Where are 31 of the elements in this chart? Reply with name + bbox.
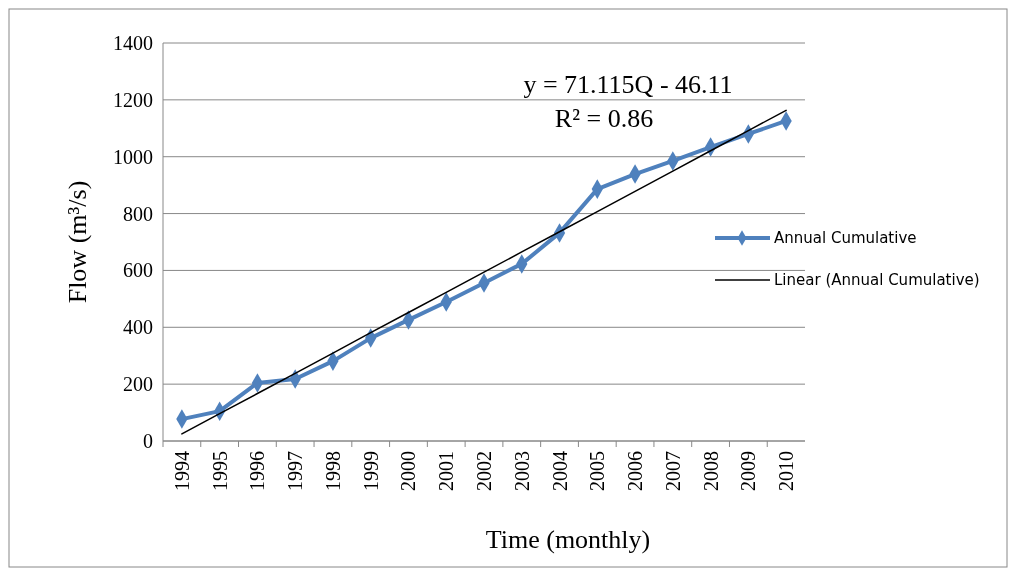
x-tick-label: 1997 [284,451,307,491]
x-tick-label: 2005 [586,451,609,491]
x-tick-label: 2009 [737,451,760,491]
y-tick-label: 400 [123,316,153,339]
y-axis-title: Flow (m³/s) [63,180,92,304]
x-axis-title: Time (monthly) [485,525,651,554]
legend-label: Linear (Annual Cumulative) [774,271,980,290]
x-tick-label: 2006 [624,451,647,491]
x-tick-label: 2002 [473,451,495,491]
x-tick-label: 1996 [246,451,269,491]
y-tick-label: 1400 [113,32,153,54]
x-tick-label: 2004 [548,451,571,491]
x-tick-label: 2007 [661,451,684,491]
x-tick-label: 2000 [397,451,420,491]
y-tick-label: 1000 [113,145,153,168]
legend-label: Annual Cumulative [774,229,917,248]
x-tick-label: 1998 [321,451,344,491]
x-tick-label: 2008 [699,451,722,491]
x-tick-label: 1994 [170,451,193,491]
annotation: y = 71.115Q - 46.11 [523,70,733,99]
y-tick-label: 600 [123,259,153,282]
y-tick-label: 1200 [113,88,153,111]
x-tick-label: 2003 [510,451,533,491]
x-tick-label: 1999 [359,451,382,491]
y-tick-label: 0 [143,430,153,452]
annotation: R² = 0.86 [554,104,654,133]
y-tick-label: 200 [123,373,153,396]
x-tick-label: 2001 [435,451,458,491]
x-tick-label: 2010 [775,451,798,491]
y-tick-label: 800 [123,202,153,225]
x-tick-label: 1995 [208,451,231,491]
